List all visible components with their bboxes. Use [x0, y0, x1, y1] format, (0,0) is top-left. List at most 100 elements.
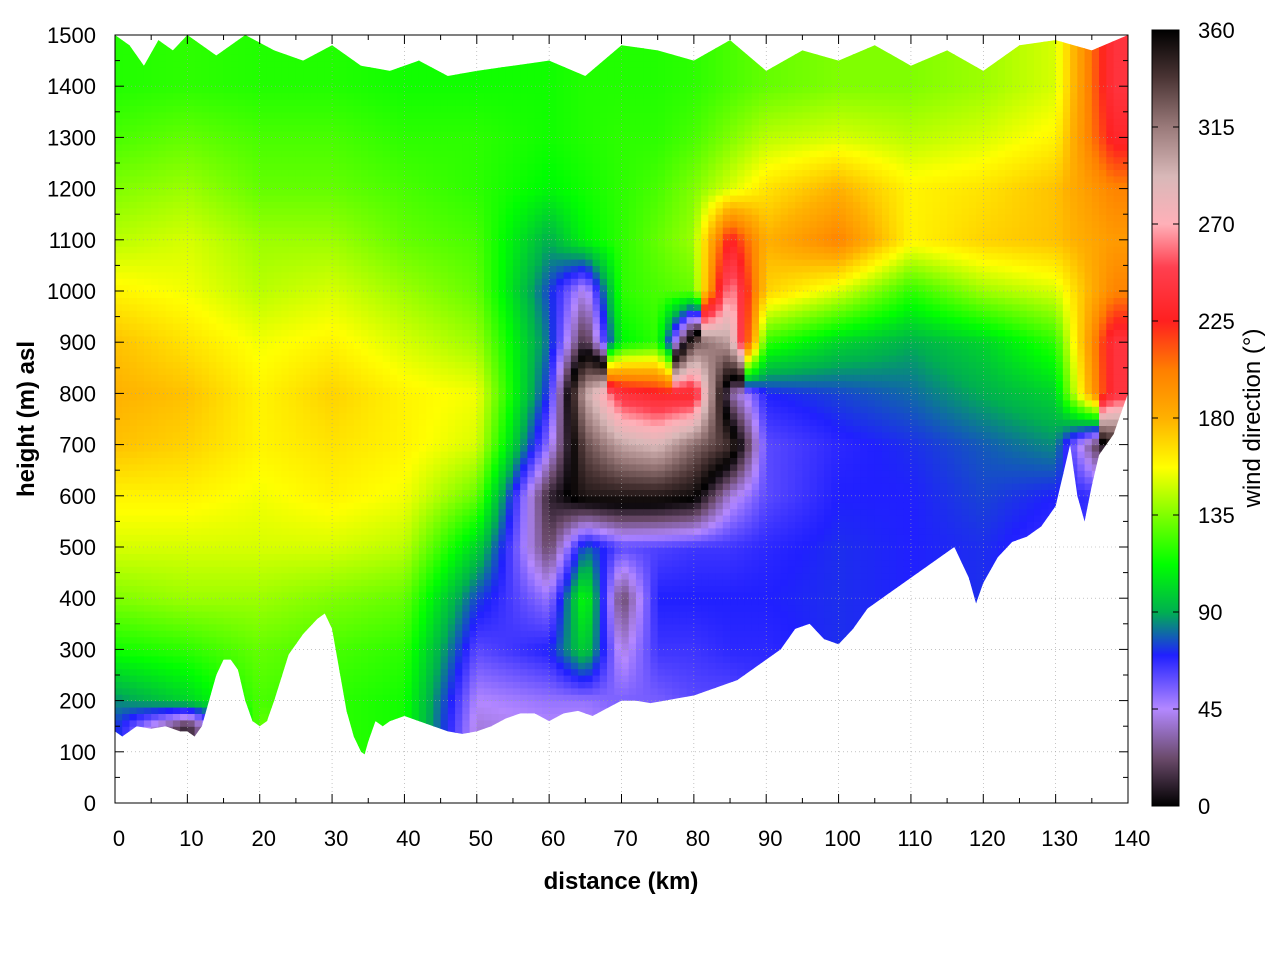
heatmap-cell — [404, 99, 413, 106]
heatmap-cell — [353, 367, 362, 375]
heatmap-cell — [324, 611, 333, 618]
heatmap-cell — [115, 412, 123, 420]
heatmap-cell — [259, 585, 268, 593]
heatmap-cell — [288, 380, 297, 388]
heatmap-cell — [180, 227, 188, 234]
heatmap-cell — [252, 329, 261, 337]
heatmap-cell — [389, 655, 398, 663]
heatmap-cell — [353, 412, 362, 420]
heatmap-cell — [143, 182, 152, 190]
heatmap-cell — [361, 521, 369, 529]
heatmap-cell — [339, 617, 348, 625]
heatmap-cell — [158, 572, 167, 580]
heatmap-cell — [209, 380, 217, 388]
heatmap-cell — [404, 252, 413, 260]
heatmap-cell — [158, 150, 167, 158]
heatmap-cell — [361, 611, 369, 618]
heatmap-cell — [238, 111, 246, 119]
heatmap-cell — [136, 169, 145, 177]
heatmap-cell — [143, 681, 152, 689]
heatmap-cell — [223, 598, 232, 606]
heatmap-cell — [209, 611, 217, 618]
heatmap-cell — [295, 169, 304, 177]
heatmap-cell — [187, 105, 196, 113]
heatmap-cell — [180, 713, 188, 721]
heatmap-cell — [353, 470, 362, 478]
heatmap-cell — [245, 470, 254, 478]
heatmap-cell — [143, 105, 152, 113]
heatmap-cell — [172, 495, 181, 503]
heatmap-cell — [180, 169, 188, 177]
heatmap-cell — [216, 380, 225, 388]
heatmap-cell — [143, 425, 152, 433]
heatmap-cell — [411, 527, 420, 535]
heatmap-cell — [288, 451, 297, 458]
heatmap-cell — [172, 303, 181, 311]
heatmap-cell — [136, 393, 145, 401]
heatmap-cell — [324, 412, 333, 420]
heatmap-cell — [187, 278, 196, 286]
heatmap-cell — [346, 169, 355, 177]
heatmap-cell — [115, 438, 123, 446]
heatmap-cell — [361, 591, 369, 599]
heatmap-cell — [411, 553, 420, 561]
heatmap-cell — [143, 259, 152, 266]
heatmap-cell — [115, 566, 123, 574]
heatmap-cell — [375, 323, 384, 330]
heatmap-cell — [353, 374, 362, 382]
heatmap-cell — [259, 502, 268, 510]
heatmap-cell — [346, 143, 355, 151]
heatmap-cell — [339, 393, 348, 401]
heatmap-cell — [180, 515, 188, 522]
heatmap-cell — [375, 310, 384, 318]
heatmap-cell — [201, 598, 210, 606]
heatmap-cell — [230, 457, 239, 465]
heatmap-cell — [411, 438, 420, 446]
heatmap-cell — [194, 515, 203, 522]
heatmap-cell — [209, 150, 217, 158]
heatmap-cell — [324, 457, 333, 465]
heatmap-cell — [295, 111, 304, 119]
heatmap-cell — [230, 553, 239, 561]
heatmap-cell — [230, 60, 239, 68]
heatmap-cell — [143, 444, 152, 452]
heatmap-cell — [136, 124, 145, 132]
heatmap-cell — [389, 470, 398, 478]
heatmap-cell — [245, 118, 254, 126]
heatmap-cell — [201, 707, 210, 714]
heatmap-cell — [165, 335, 174, 343]
heatmap-cell — [266, 265, 275, 273]
heatmap-cell — [295, 265, 304, 273]
heatmap-cell — [361, 745, 369, 753]
heatmap-cell — [368, 534, 377, 542]
heatmap-cell — [339, 367, 348, 375]
heatmap-cell — [122, 598, 131, 606]
heatmap-cell — [245, 252, 254, 260]
heatmap-cell — [165, 73, 174, 81]
heatmap-cell — [245, 419, 254, 426]
heatmap-cell — [136, 534, 145, 542]
heatmap-cell — [266, 476, 275, 484]
heatmap-cell — [259, 169, 268, 177]
heatmap-cell — [151, 630, 160, 638]
heatmap-cell — [375, 700, 384, 708]
heatmap-cell — [266, 374, 275, 382]
heatmap-cell — [310, 60, 319, 68]
heatmap-cell — [339, 201, 348, 209]
heatmap-cell — [317, 105, 326, 113]
heatmap-cell — [129, 342, 138, 350]
heatmap-cell — [303, 547, 311, 554]
heatmap-cell — [375, 355, 384, 362]
heatmap-cell — [136, 111, 145, 119]
heatmap-cell — [281, 643, 290, 650]
heatmap-cell — [238, 291, 246, 298]
heatmap-cell — [158, 707, 167, 714]
heatmap-cell — [368, 124, 377, 132]
heatmap-cell — [274, 335, 283, 343]
heatmap-cell — [201, 476, 210, 484]
heatmap-cell — [223, 195, 232, 202]
heatmap-cell — [115, 348, 123, 356]
heatmap-cell — [303, 553, 311, 561]
heatmap-cell — [361, 169, 369, 177]
heatmap-cell — [172, 617, 181, 625]
